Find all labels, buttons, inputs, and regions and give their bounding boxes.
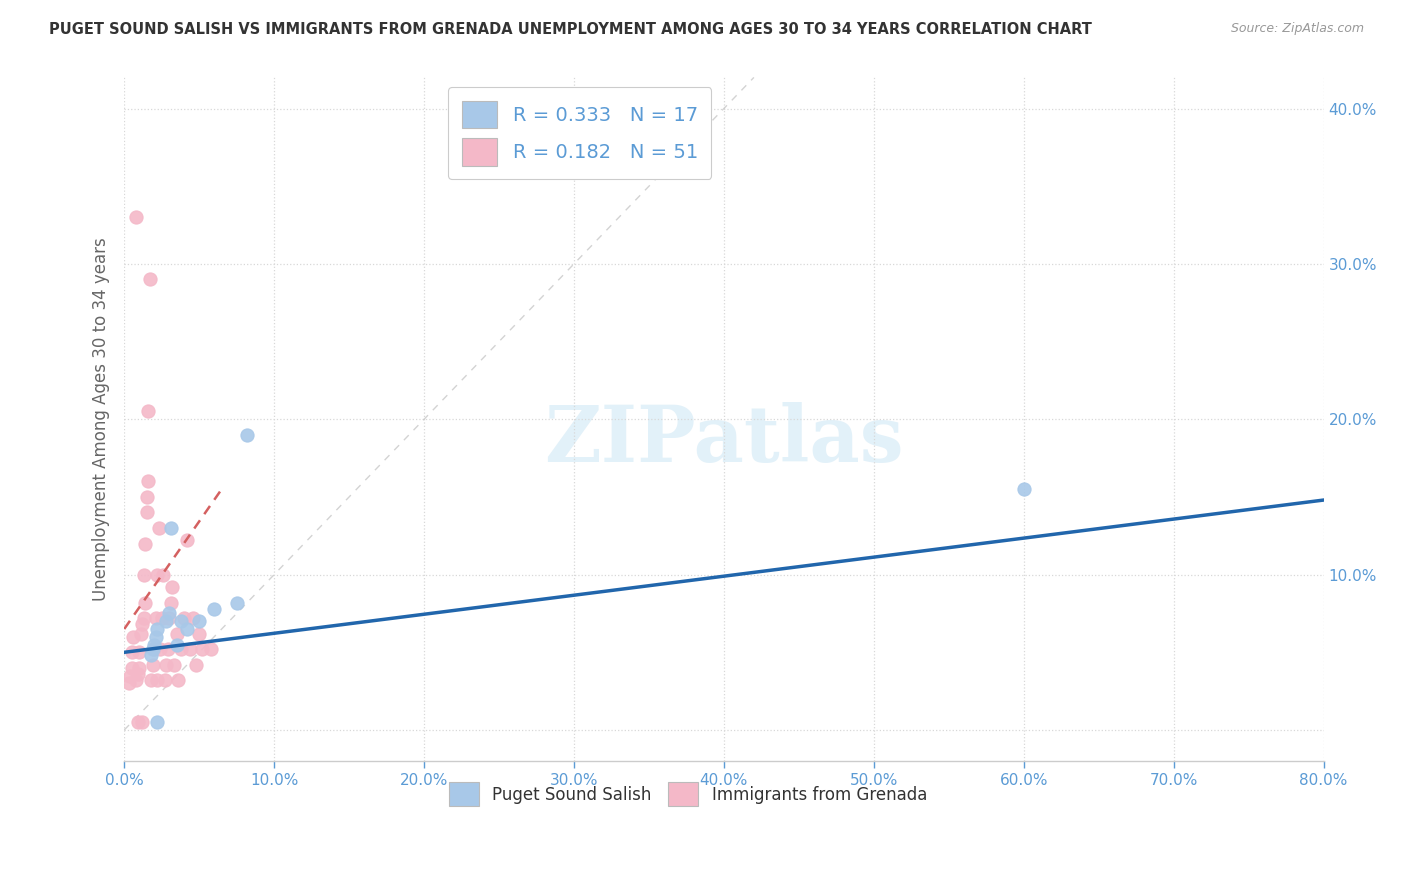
Point — [145, 611, 167, 625]
Point — [118, 676, 141, 690]
Point — [202, 602, 225, 616]
Point — [146, 622, 169, 636]
Point — [125, 211, 148, 225]
Point — [132, 611, 155, 625]
Point — [188, 614, 211, 628]
Point — [166, 626, 188, 640]
Point — [170, 614, 193, 628]
Point — [131, 617, 153, 632]
Point — [1012, 482, 1035, 496]
Point — [136, 475, 159, 489]
Point — [127, 715, 149, 730]
Point — [131, 715, 153, 730]
Point — [160, 580, 183, 594]
Point — [159, 521, 181, 535]
Point — [142, 642, 165, 657]
Point — [135, 490, 157, 504]
Point — [128, 661, 150, 675]
Point — [186, 657, 208, 672]
Point — [155, 657, 177, 672]
Point — [148, 521, 170, 535]
Legend: Puget Sound Salish, Immigrants from Grenada: Puget Sound Salish, Immigrants from Gren… — [440, 774, 935, 814]
Point — [122, 630, 145, 644]
Text: PUGET SOUND SALISH VS IMMIGRANTS FROM GRENADA UNEMPLOYMENT AMONG AGES 30 TO 34 Y: PUGET SOUND SALISH VS IMMIGRANTS FROM GR… — [49, 22, 1092, 37]
Point — [121, 661, 143, 675]
Point — [166, 638, 188, 652]
Point — [136, 404, 159, 418]
Point — [157, 607, 180, 621]
Point — [176, 533, 198, 548]
Point — [146, 567, 169, 582]
Point — [132, 567, 155, 582]
Y-axis label: Unemployment Among Ages 30 to 34 years: Unemployment Among Ages 30 to 34 years — [93, 237, 110, 601]
Point — [181, 611, 204, 625]
Point — [125, 673, 148, 688]
Point — [141, 648, 163, 663]
Point — [145, 630, 167, 644]
Point — [128, 645, 150, 659]
Point — [159, 596, 181, 610]
Point — [134, 536, 156, 550]
Point — [188, 626, 211, 640]
Point — [121, 645, 143, 659]
Point — [176, 622, 198, 636]
Point — [163, 657, 186, 672]
Point — [127, 667, 149, 681]
Point — [157, 611, 180, 625]
Point — [167, 673, 190, 688]
Point — [135, 506, 157, 520]
Text: ZIPatlas: ZIPatlas — [544, 401, 904, 478]
Point — [200, 642, 222, 657]
Point — [146, 673, 169, 688]
Point — [150, 611, 173, 625]
Point — [129, 626, 152, 640]
Text: Source: ZipAtlas.com: Source: ZipAtlas.com — [1230, 22, 1364, 36]
Point — [142, 657, 165, 672]
Point — [173, 611, 195, 625]
Point — [120, 668, 142, 682]
Point — [179, 642, 201, 657]
Point — [155, 614, 177, 628]
Point — [146, 715, 169, 730]
Point — [149, 642, 172, 657]
Point — [153, 673, 176, 688]
Point — [141, 673, 163, 688]
Point — [156, 642, 179, 657]
Point — [152, 567, 174, 582]
Point — [170, 642, 193, 657]
Point — [143, 642, 166, 657]
Point — [236, 427, 259, 442]
Point — [134, 596, 156, 610]
Point — [191, 642, 214, 657]
Point — [143, 638, 166, 652]
Point — [138, 272, 160, 286]
Point — [225, 596, 247, 610]
